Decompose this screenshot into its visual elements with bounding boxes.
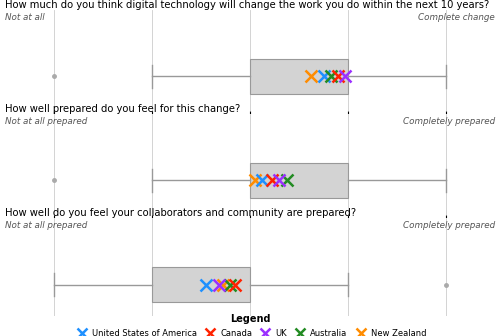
Bar (152, 267, 250, 302)
Text: Not at all: Not at all (5, 13, 44, 22)
Text: Complete change: Complete change (418, 13, 495, 22)
Bar (250, 163, 348, 198)
Bar (250, 58, 348, 94)
Text: Not at all prepared: Not at all prepared (5, 221, 87, 230)
Text: Completely prepared: Completely prepared (403, 221, 495, 230)
Text: How well prepared do you feel for this change?: How well prepared do you feel for this c… (5, 104, 240, 114)
Text: How well do you feel your collaborators and community are prepared?: How well do you feel your collaborators … (5, 208, 356, 218)
Text: Not at all prepared: Not at all prepared (5, 117, 87, 126)
Text: How much do you think digital technology will change the work you do within the : How much do you think digital technology… (5, 0, 489, 10)
Text: Completely prepared: Completely prepared (403, 117, 495, 126)
Legend: United States of America, Canada, UK, Australia, New Zealand: United States of America, Canada, UK, Au… (74, 314, 426, 336)
